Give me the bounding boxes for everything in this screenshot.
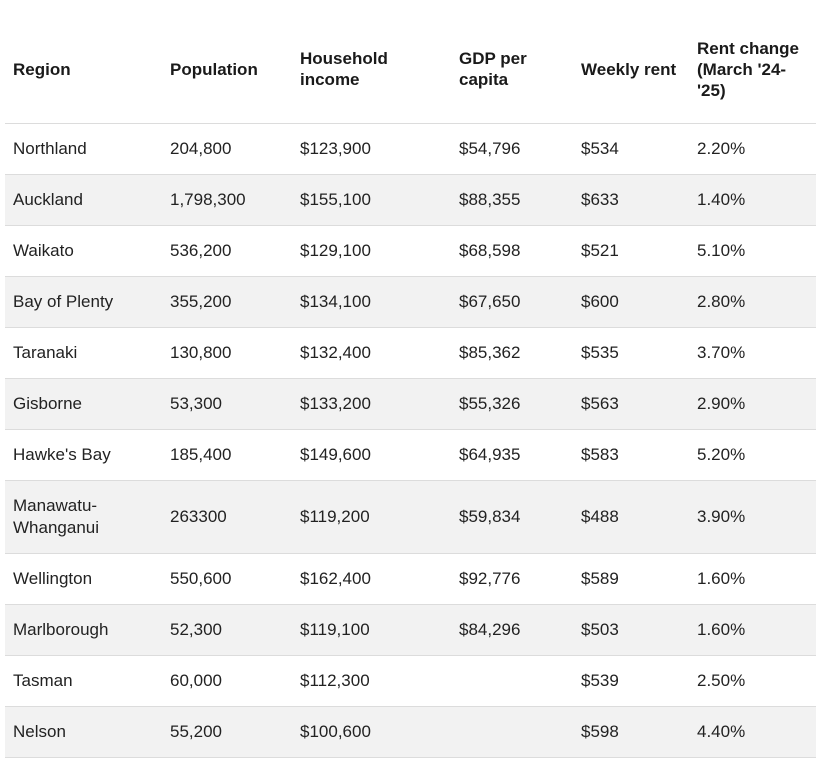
rent-change-cell: 3.90% [689,480,816,554]
household-income-cell: $149,600 [292,429,451,481]
table-row: Marlborough 52,300 $119,100 $84,296 $503 1.60… [5,604,816,656]
region-cell: Hawke's Bay [5,429,162,481]
header-household-income: Household income [292,15,451,124]
population-cell: 550,600 [162,553,292,605]
household-income-cell: $162,400 [292,553,451,605]
weekly-rent-cell: $539 [573,655,689,707]
household-income-cell: $133,200 [292,378,451,430]
table-row: Auckland 1,798,300 $155,100 $88,355 $633 1.40… [5,174,816,226]
table-row: Taranaki 130,800 $132,400 $85,362 $535 3.70% [5,327,816,379]
gdp-per-capita-cell: $92,776 [451,553,573,605]
rent-change-cell: 2.80% [689,276,816,328]
header-row: Region Population Household income GDP p… [5,15,816,124]
population-cell: 536,200 [162,225,292,277]
gdp-per-capita-cell: $67,650 [451,276,573,328]
table-row: Hawke's Bay 185,400 $149,600 $64,935 $583 5.2… [5,429,816,481]
table-row: Gisborne 53,300 $133,200 $55,326 $563 2.90% [5,378,816,430]
rent-change-cell: 3.70% [689,327,816,379]
region-cell: Waikato [5,225,162,277]
rent-change-cell: 1.40% [689,174,816,226]
population-cell: 263300 [162,480,292,554]
region-cell: Taranaki [5,327,162,379]
household-income-cell: $129,100 [292,225,451,277]
gdp-per-capita-cell: $88,355 [451,174,573,226]
table-row: Northland 204,800 $123,900 $54,796 $534 2.20% [5,123,816,175]
household-income-cell: $112,300 [292,655,451,707]
region-cell: Bay of Plenty [5,276,162,328]
population-cell: 60,000 [162,655,292,707]
rent-change-cell: 2.20% [689,123,816,175]
population-cell: 1,798,300 [162,174,292,226]
table-row: Bay of Plenty 355,200 $134,100 $67,650 $600 2… [5,276,816,328]
regional-data-table: Region Population Household income GDP p… [5,15,816,758]
population-cell: 185,400 [162,429,292,481]
gdp-per-capita-cell [451,706,573,758]
household-income-cell: $134,100 [292,276,451,328]
weekly-rent-cell: $534 [573,123,689,175]
header-gdp-per-capita: GDP per capita [451,15,573,124]
household-income-cell: $119,100 [292,604,451,656]
header-region: Region [5,15,162,124]
region-cell: Auckland [5,174,162,226]
table-header: Region Population Household income GDP p… [5,15,816,124]
rent-change-cell: 1.60% [689,604,816,656]
household-income-cell: $132,400 [292,327,451,379]
weekly-rent-cell: $521 [573,225,689,277]
gdp-per-capita-cell: $59,834 [451,480,573,554]
weekly-rent-cell: $589 [573,553,689,605]
rent-change-cell: 2.50% [689,655,816,707]
gdp-per-capita-cell: $64,935 [451,429,573,481]
household-income-cell: $119,200 [292,480,451,554]
header-rent-change: Rent change (March '24-'25) [689,15,816,124]
region-cell: Tasman [5,655,162,707]
region-cell: Manawatu-Whanganui [5,480,162,554]
table-row: Manawatu-Whanganui 263300 $119,200 $59,834 $… [5,480,816,554]
weekly-rent-cell: $488 [573,480,689,554]
table-row: Tasman 60,000 $112,300 $539 2.50% [5,655,816,707]
weekly-rent-cell: $583 [573,429,689,481]
header-weekly-rent: Weekly rent [573,15,689,124]
gdp-per-capita-cell: $84,296 [451,604,573,656]
gdp-per-capita-cell: $55,326 [451,378,573,430]
region-cell: Northland [5,123,162,175]
regional-data-table-container: Region Population Household income GDP p… [5,15,816,758]
weekly-rent-cell: $633 [573,174,689,226]
region-cell: Nelson [5,706,162,758]
table-row: Wellington 550,600 $162,400 $92,776 $589 1.60… [5,553,816,605]
table-row: Waikato 536,200 $129,100 $68,598 $521 5.10% [5,225,816,277]
weekly-rent-cell: $563 [573,378,689,430]
population-cell: 355,200 [162,276,292,328]
household-income-cell: $155,100 [292,174,451,226]
weekly-rent-cell: $598 [573,706,689,758]
gdp-per-capita-cell: $85,362 [451,327,573,379]
table-row: Nelson 55,200 $100,600 $598 4.40% [5,706,816,758]
population-cell: 130,800 [162,327,292,379]
rent-change-cell: 4.40% [689,706,816,758]
header-population: Population [162,15,292,124]
population-cell: 52,300 [162,604,292,656]
population-cell: 55,200 [162,706,292,758]
gdp-per-capita-cell [451,655,573,707]
household-income-cell: $100,600 [292,706,451,758]
region-cell: Gisborne [5,378,162,430]
population-cell: 204,800 [162,123,292,175]
region-cell: Marlborough [5,604,162,656]
rent-change-cell: 1.60% [689,553,816,605]
weekly-rent-cell: $503 [573,604,689,656]
weekly-rent-cell: $535 [573,327,689,379]
household-income-cell: $123,900 [292,123,451,175]
table-body: Northland 204,800 $123,900 $54,796 $534 2.20%… [5,123,816,758]
gdp-per-capita-cell: $68,598 [451,225,573,277]
gdp-per-capita-cell: $54,796 [451,123,573,175]
region-cell: Wellington [5,553,162,605]
rent-change-cell: 5.20% [689,429,816,481]
population-cell: 53,300 [162,378,292,430]
weekly-rent-cell: $600 [573,276,689,328]
rent-change-cell: 5.10% [689,225,816,277]
rent-change-cell: 2.90% [689,378,816,430]
